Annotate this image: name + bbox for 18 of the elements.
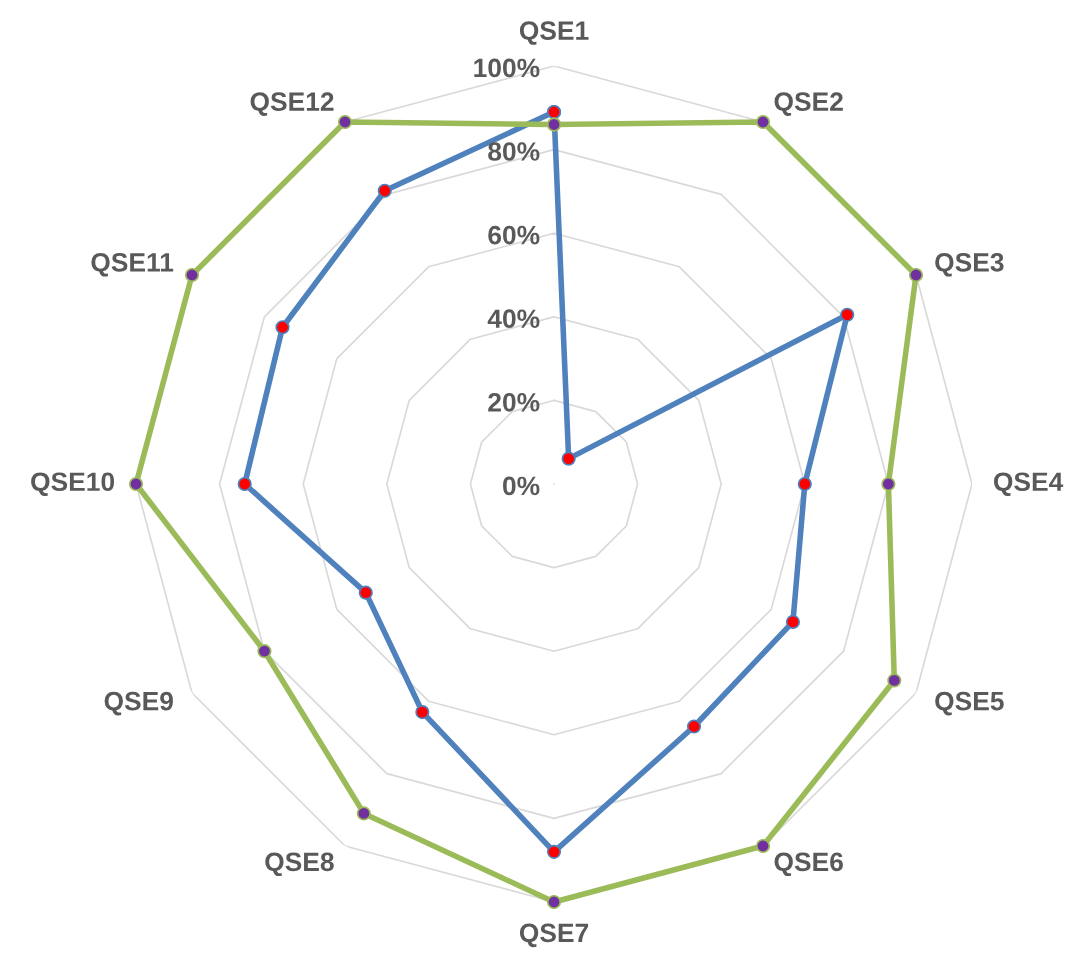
spoke-label: QSE6 [774,852,843,877]
spoke-label: QSE9 [104,691,173,716]
y-tick-label: 100% [474,58,540,78]
spoke-label: QSE12 [250,92,334,116]
spoke-label: QSE2 [774,92,843,116]
spoke-label: QSE4 [993,472,1064,497]
y-tick-label: 0% [503,476,540,496]
spoke-label: QSE1 [519,21,589,45]
spoke-label: QSE10 [31,472,115,497]
y-tick-label: 80% [488,142,540,161]
spoke-label: QSE7 [519,923,589,948]
y-tick-label: 60% [488,225,540,245]
spoke-label: QSE11 [91,252,174,277]
y-tick-label: 20% [488,392,540,412]
spoke-label: QSE8 [265,852,334,877]
y-tick-label: 40% [487,309,540,329]
spoke-label: QSE3 [935,252,1004,277]
spoke-label: QSE5 [935,691,1004,716]
